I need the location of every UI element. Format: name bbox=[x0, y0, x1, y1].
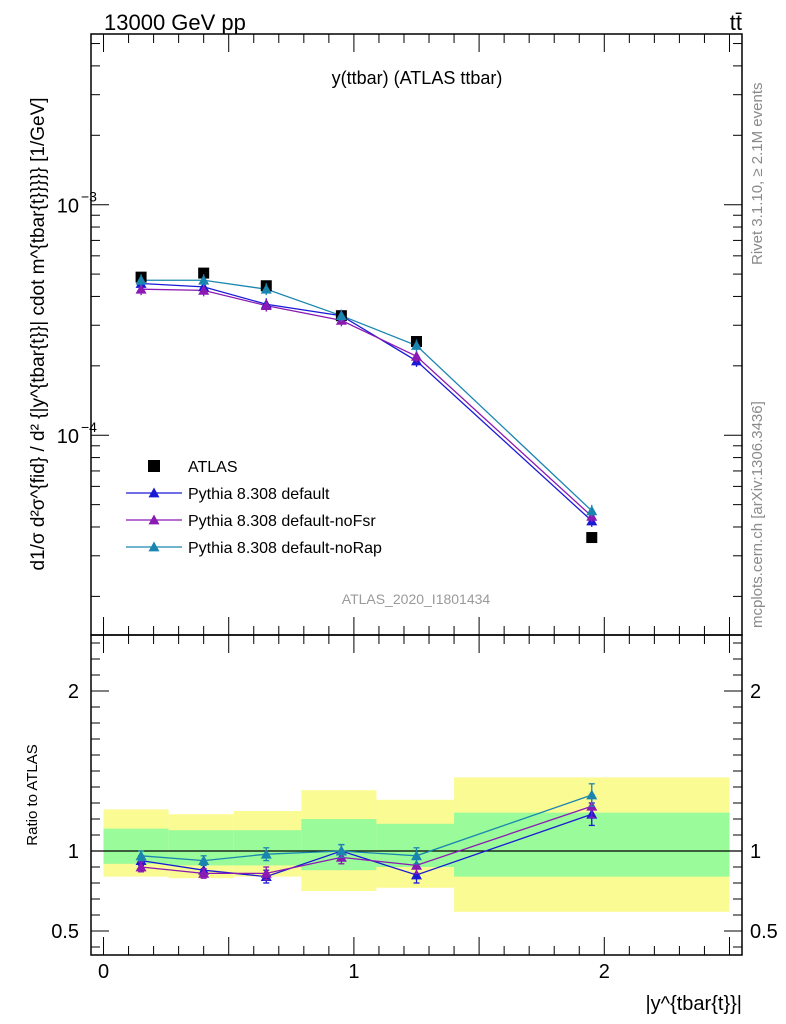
ratio-data-point bbox=[411, 859, 422, 870]
ratio-bands bbox=[103, 777, 730, 912]
legend-marker-mc bbox=[148, 487, 160, 498]
ratio-y-tick-label-right: 2 bbox=[750, 681, 761, 703]
legend-marker-mc bbox=[148, 514, 160, 525]
legend-label: Pythia 8.308 default-noRap bbox=[188, 540, 382, 557]
chart-title: y(ttbar) (ATLAS ttbar) bbox=[332, 68, 503, 88]
ratio-y-tick-label: 1 bbox=[68, 841, 79, 863]
legend-marker-mc bbox=[148, 541, 160, 552]
ratio-panel-frame bbox=[90, 634, 743, 956]
atlas-data-point bbox=[198, 267, 210, 279]
mc-data-point bbox=[198, 274, 210, 285]
mc-data-point bbox=[198, 284, 210, 295]
ratio-data-point bbox=[260, 848, 272, 859]
main-y-tick-label-exponent: −4 bbox=[81, 419, 97, 435]
uncertainty-band-green bbox=[168, 830, 234, 866]
ratio-data-point bbox=[411, 869, 422, 880]
legend: ATLAS Pythia 8.308 default Pythia 8.308 de… bbox=[126, 459, 382, 557]
mcplots-label: mcplots.cern.ch [arXiv:1306.3436] bbox=[749, 401, 766, 628]
analysis-watermark: ATLAS_2020_I1801434 bbox=[342, 591, 491, 607]
main-axis-ticks: 10−410−3 bbox=[57, 34, 742, 635]
main-y-tick-label-exponent: −3 bbox=[81, 189, 97, 205]
ratio-y-axis-label: Ratio to ATLAS bbox=[24, 744, 41, 845]
uncertainty-band-green bbox=[103, 828, 169, 864]
ratio-data-point bbox=[335, 845, 347, 856]
legend-label: Pythia 8.308 default bbox=[188, 486, 330, 503]
uncertainty-band-green bbox=[376, 823, 455, 867]
series-line-3 bbox=[141, 279, 593, 512]
mc-data-point bbox=[411, 350, 422, 361]
x-tick-label: 1 bbox=[348, 961, 359, 983]
ratio-data-point bbox=[411, 850, 422, 861]
mc-data-point bbox=[135, 274, 147, 285]
legend-label: ATLAS bbox=[188, 459, 238, 476]
ratio-line-0 bbox=[140, 813, 592, 878]
main-y-axis-label: d1/σ d²σ^{fid} / d² {|y^{tbar{t}}| cdot … bbox=[28, 97, 49, 570]
mc-data-point bbox=[260, 300, 272, 311]
main-y-tick-label: 10 bbox=[57, 196, 79, 218]
ratio-data-point bbox=[586, 789, 598, 800]
ratio-data-point bbox=[198, 855, 210, 865]
series-line-1 bbox=[141, 282, 593, 522]
ratio-line-2 bbox=[141, 794, 592, 862]
ratio-y-tick-label-right: 1 bbox=[750, 841, 761, 863]
x-tick-label: 2 bbox=[599, 961, 610, 983]
process-label: tt̄ bbox=[730, 10, 742, 35]
mc-data-point bbox=[260, 283, 272, 294]
main-y-tick-label: 10 bbox=[57, 426, 79, 448]
main-panel: y(ttbar) (ATLAS ttbar) ATLAS_2020_I18014… bbox=[28, 33, 743, 636]
mc-data-point bbox=[135, 283, 147, 294]
legend-label: Pythia 8.308 default-noFsr bbox=[188, 513, 376, 530]
ratio-series-group bbox=[135, 783, 598, 884]
ratio-data-point bbox=[135, 850, 147, 861]
ratio-data-point bbox=[260, 867, 272, 878]
rivet-version-label: Rivet 3.1.10, ≥ 2.1M events bbox=[749, 83, 766, 266]
x-axis-label: |y^{tbar{t}}| bbox=[645, 993, 742, 1015]
ratio-panel: 0.5 0.5 1 1 2 2 0 1 2 Ratio to ATLAS |y^{tbar{t}… bbox=[24, 634, 778, 1015]
ratio-data-point bbox=[198, 867, 210, 878]
series-line-2 bbox=[141, 288, 593, 517]
main-series-group bbox=[135, 267, 598, 544]
ratio-y-tick-label: 0.5 bbox=[51, 921, 79, 943]
mc-data-point bbox=[411, 340, 422, 350]
ratio-data-point bbox=[135, 861, 147, 872]
mc-data-point bbox=[335, 310, 347, 321]
ratio-axis-ticks: 0.5 0.5 1 1 2 2 0 1 2 bbox=[51, 635, 778, 983]
atlas-data-point bbox=[586, 532, 598, 544]
mc-data-point bbox=[586, 505, 598, 516]
ratio-y-tick-label: 2 bbox=[68, 681, 79, 703]
legend-marker-atlas bbox=[148, 460, 160, 472]
energy-label: 13000 GeV pp bbox=[104, 10, 246, 35]
ratio-line-1 bbox=[141, 805, 592, 875]
x-tick-label: 0 bbox=[98, 961, 109, 983]
ratio-y-tick-label-right: 0.5 bbox=[750, 921, 778, 943]
